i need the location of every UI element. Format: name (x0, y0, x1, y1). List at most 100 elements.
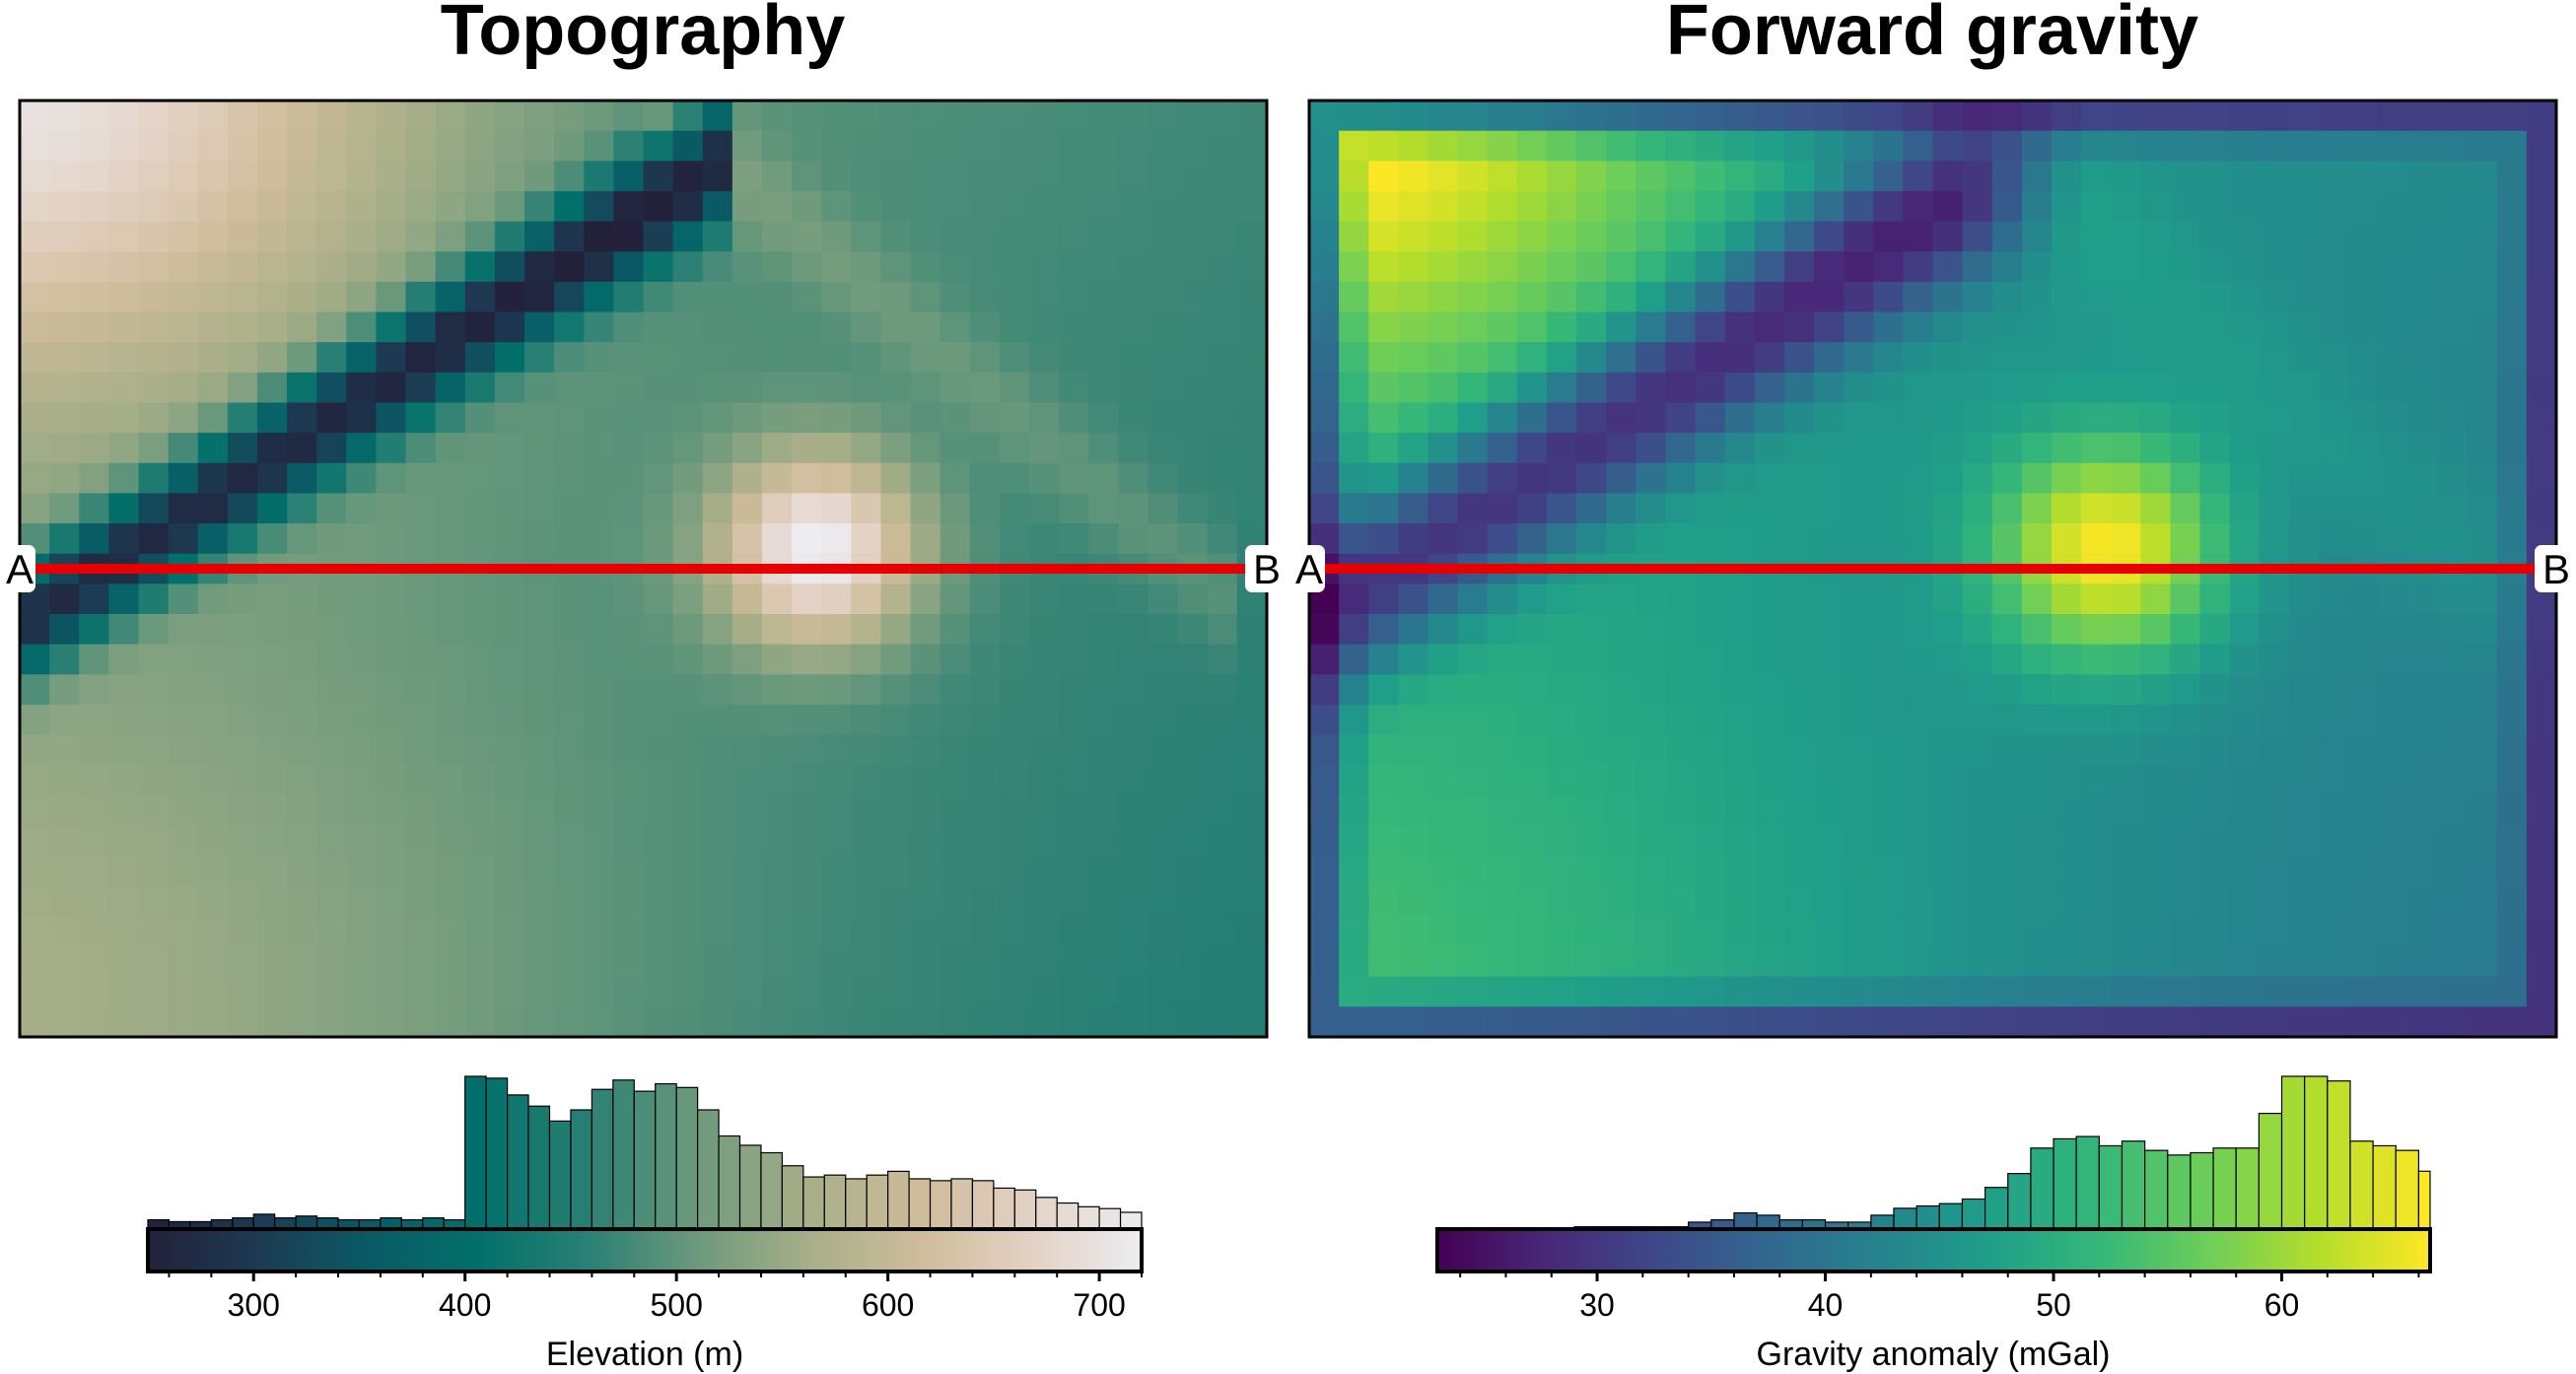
grid-cell (672, 674, 704, 706)
grid-cell (1636, 433, 1667, 464)
grid-cell (2319, 794, 2349, 827)
grid-cell (1236, 644, 1268, 675)
grid-cell (1962, 281, 1993, 313)
grid-cell (1783, 101, 1815, 132)
grid-cell (108, 856, 140, 887)
grid-cell (287, 584, 317, 615)
grid-cell (792, 794, 822, 827)
grid-cell (2229, 674, 2261, 706)
grid-cell (1754, 462, 1785, 494)
grid-cell (2199, 161, 2231, 192)
grid-cell (1783, 190, 1815, 223)
grid-cell (1059, 734, 1089, 766)
grid-cell (20, 976, 50, 1007)
grid-cell (256, 130, 288, 162)
grid-cell (2437, 311, 2469, 343)
grid-cell (20, 281, 50, 313)
grid-cell (1783, 402, 1815, 434)
grid-cell (1457, 493, 1489, 524)
grid-cell (731, 311, 763, 343)
grid-cell (1398, 342, 1429, 374)
grid-cell (1177, 342, 1209, 374)
grid-cell (20, 734, 50, 766)
grid-cell (1309, 190, 1340, 223)
grid-cell (2288, 704, 2320, 736)
grid-cell (376, 613, 407, 646)
grid-cell (1606, 462, 1636, 494)
grid-cell (108, 281, 140, 313)
grid-cell (1873, 402, 1904, 434)
grid-cell (2467, 794, 2498, 827)
grid-cell (168, 856, 199, 887)
grid-cell (79, 674, 109, 706)
grid-cell (940, 493, 971, 524)
grid-cell (1487, 1006, 1518, 1038)
colorbar-tick-label: 30 (1579, 1287, 1615, 1323)
grid-cell (1516, 765, 1548, 796)
grid-cell (2467, 584, 2498, 615)
grid-cell (672, 462, 704, 494)
grid-cell (2348, 161, 2379, 192)
grid-cell (49, 311, 80, 343)
grid-cell (346, 161, 378, 192)
grid-cell (405, 493, 437, 524)
grid-cell (2140, 101, 2172, 132)
grid-cell (346, 644, 378, 675)
grid-cell (524, 372, 555, 404)
grid-cell (287, 704, 317, 736)
grid-cell (1991, 523, 2023, 555)
grid-cell (1368, 281, 1399, 313)
grid-cell (792, 251, 822, 283)
grid-cell (1029, 734, 1060, 766)
grid-cell (2081, 794, 2112, 827)
grid-cell (1724, 462, 1756, 494)
grid-cell (1427, 372, 1459, 404)
grid-cell (1207, 644, 1238, 675)
grid-cell (1754, 190, 1785, 223)
gravity-grid (1309, 101, 2557, 1038)
grid-cell (376, 493, 407, 524)
grid-cell (1814, 674, 1845, 706)
grid-cell (1339, 734, 1369, 766)
grid-cell (2229, 946, 2261, 978)
grid-cell (20, 342, 50, 374)
grid-cell (256, 734, 288, 766)
grid-cell (2348, 402, 2379, 434)
grid-cell (405, 916, 437, 947)
grid-cell (702, 221, 733, 252)
grid-cell (2288, 311, 2320, 343)
grid-cell (2319, 251, 2349, 283)
grid-cell (524, 704, 555, 736)
grid-cell (584, 523, 614, 555)
grid-cell (643, 342, 674, 374)
grid-cell (108, 493, 140, 524)
grid-cell (1783, 251, 1815, 283)
grid-cell (2111, 856, 2141, 887)
grid-cell (2348, 433, 2379, 464)
grid-cell (1576, 402, 1607, 434)
grid-cell (227, 734, 258, 766)
grid-cell (999, 916, 1030, 947)
grid-cell (1029, 462, 1060, 494)
grid-cell (2259, 402, 2290, 434)
grid-cell (2259, 190, 2290, 223)
grid-cell (1088, 734, 1120, 766)
grid-cell (1516, 825, 1548, 857)
grid-cell (1029, 856, 1060, 887)
grid-cell (2467, 704, 2498, 736)
grid-cell (731, 281, 763, 313)
panel-title-topography: Topography (441, 0, 846, 70)
grid-cell (2081, 584, 2112, 615)
grid-cell (761, 342, 793, 374)
grid-cell (376, 916, 407, 947)
grid-cell (1177, 493, 1209, 524)
grid-cell (821, 613, 852, 646)
grid-cell (821, 856, 852, 887)
grid-cell (1339, 493, 1369, 524)
grid-cell (2229, 704, 2261, 736)
grid-cell (1576, 372, 1607, 404)
grid-cell (1177, 190, 1209, 223)
grid-cell (821, 704, 852, 736)
grid-cell (940, 311, 971, 343)
grid-cell (316, 342, 347, 374)
